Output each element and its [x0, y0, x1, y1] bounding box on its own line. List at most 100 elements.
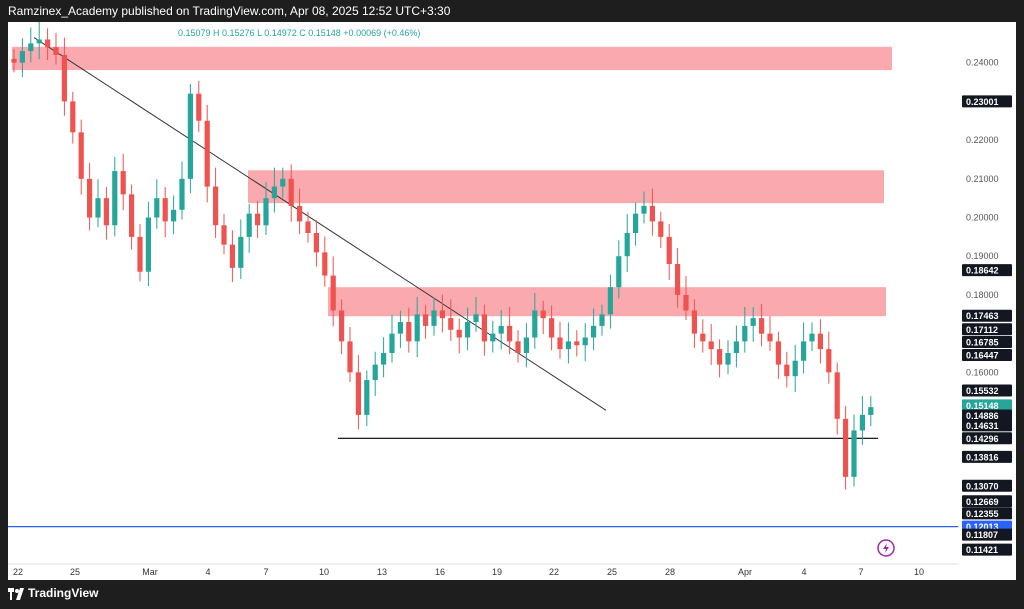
candle — [683, 275, 689, 321]
price-label-box — [962, 528, 1012, 541]
price-label: 0.12669 — [962, 495, 1012, 508]
candle — [196, 80, 202, 132]
candle — [826, 331, 832, 384]
candle-body — [691, 310, 697, 334]
candle-body — [574, 341, 580, 346]
price-label-box — [962, 479, 1012, 492]
candle — [213, 167, 219, 239]
candle — [204, 104, 210, 203]
candle-body — [767, 333, 773, 342]
candle-body — [389, 333, 395, 353]
candle-body — [658, 221, 664, 237]
candle-body — [11, 58, 17, 63]
candle — [666, 224, 672, 280]
price-label: 0.17112 — [962, 323, 1012, 336]
candle — [112, 156, 118, 237]
candle — [137, 224, 143, 282]
candle-body — [179, 178, 185, 210]
y-axis: 0.24000 0.22000 0.21000 0.20000 0.19000 0.180… — [960, 22, 1014, 580]
candle-body — [834, 372, 840, 419]
candle-body — [733, 341, 739, 353]
publisher-header: Ramzinex_Academy published on TradingVie… — [0, 0, 1024, 22]
candle-body — [507, 325, 513, 342]
candle — [624, 214, 630, 273]
price-label: 0.15148 — [962, 399, 1012, 412]
candle-body — [473, 314, 479, 323]
candle — [691, 299, 697, 348]
candle — [330, 256, 336, 327]
candle — [171, 195, 177, 235]
chart-frame[interactable]: 0.15079 H 0.15276 L 0.14972 C 0.15148 +0… — [8, 20, 1016, 580]
candle-body — [61, 54, 67, 102]
candle-body — [145, 217, 151, 272]
candle — [431, 297, 437, 336]
candle — [708, 323, 714, 365]
candle — [574, 330, 580, 357]
candle — [792, 344, 798, 393]
candle — [179, 161, 185, 220]
x-tick-label: 7 — [858, 567, 863, 577]
candle-body — [263, 198, 269, 226]
candle-body — [112, 171, 118, 226]
candle — [61, 37, 67, 116]
candle — [87, 162, 93, 231]
x-tick-label: Mar — [142, 567, 158, 577]
candle-body — [465, 322, 471, 338]
candle — [162, 186, 168, 238]
candle-body — [868, 407, 874, 415]
price-label: 0.14631 — [962, 419, 1012, 432]
candle-body — [255, 213, 261, 226]
price-label-box — [962, 335, 1012, 348]
candle-body — [649, 205, 655, 222]
x-tick-label: 22 — [13, 567, 23, 577]
candle — [120, 153, 126, 211]
price-label-box — [962, 95, 1012, 108]
candlestick-chart[interactable]: 0.15079 H 0.15276 L 0.14972 C 0.15148 +0… — [8, 20, 1016, 580]
candle-body — [607, 287, 613, 315]
price-label: 0.11807 — [962, 528, 1012, 541]
price-label: 0.11421 — [962, 543, 1012, 556]
candle-body — [817, 333, 823, 350]
candle — [658, 211, 664, 249]
candle — [775, 331, 781, 379]
candle-body — [523, 337, 529, 353]
candle-body — [843, 418, 849, 477]
candle — [456, 318, 462, 354]
candle-body — [355, 372, 361, 415]
x-tick-label: 19 — [492, 567, 502, 577]
candle — [523, 323, 529, 368]
candle — [255, 200, 261, 239]
y-tick-label: 0.24000 — [966, 58, 999, 68]
price-label-text: 0.16447 — [966, 351, 999, 361]
supply-zone-2 — [248, 170, 884, 204]
price-label-text: 0.17463 — [966, 311, 999, 321]
candle — [423, 304, 429, 339]
candle-body — [490, 333, 496, 342]
x-tick-label: Apr — [738, 567, 752, 577]
candle — [498, 310, 504, 350]
candles — [11, 20, 874, 490]
price-label-box — [962, 349, 1012, 362]
price-label: 0.16785 — [962, 335, 1012, 348]
candle-body — [120, 171, 126, 195]
candle — [481, 304, 487, 356]
price-label: 0.12355 — [962, 507, 1012, 520]
candle — [733, 325, 739, 368]
price-label: 0.13816 — [962, 450, 1012, 463]
candle-body — [750, 318, 756, 326]
y-tick-label: 0.21000 — [966, 174, 999, 184]
candle-body — [448, 318, 454, 330]
candle-body — [297, 205, 303, 222]
candle-body — [154, 198, 160, 218]
candle — [19, 38, 25, 78]
price-label-text: 0.13816 — [966, 452, 999, 462]
lightning-icon[interactable] — [877, 539, 895, 557]
price-label-box — [962, 507, 1012, 520]
candle-body — [700, 333, 706, 342]
candle-body — [540, 310, 546, 319]
candle-body — [229, 244, 235, 268]
candle — [11, 49, 17, 73]
candle — [439, 294, 445, 333]
price-label-box — [962, 384, 1012, 397]
candle — [843, 406, 849, 490]
